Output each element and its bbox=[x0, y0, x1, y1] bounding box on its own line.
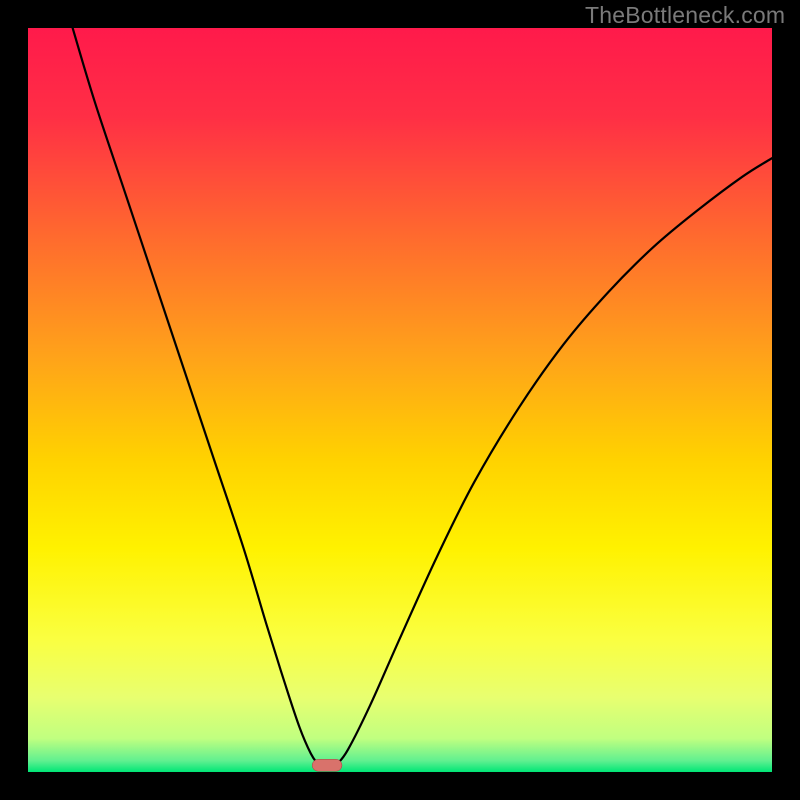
plot-background bbox=[28, 28, 772, 772]
plot-svg bbox=[28, 28, 772, 772]
watermark-text: TheBottleneck.com bbox=[585, 2, 785, 29]
optimal-marker bbox=[312, 759, 342, 771]
plot-frame bbox=[28, 28, 772, 772]
